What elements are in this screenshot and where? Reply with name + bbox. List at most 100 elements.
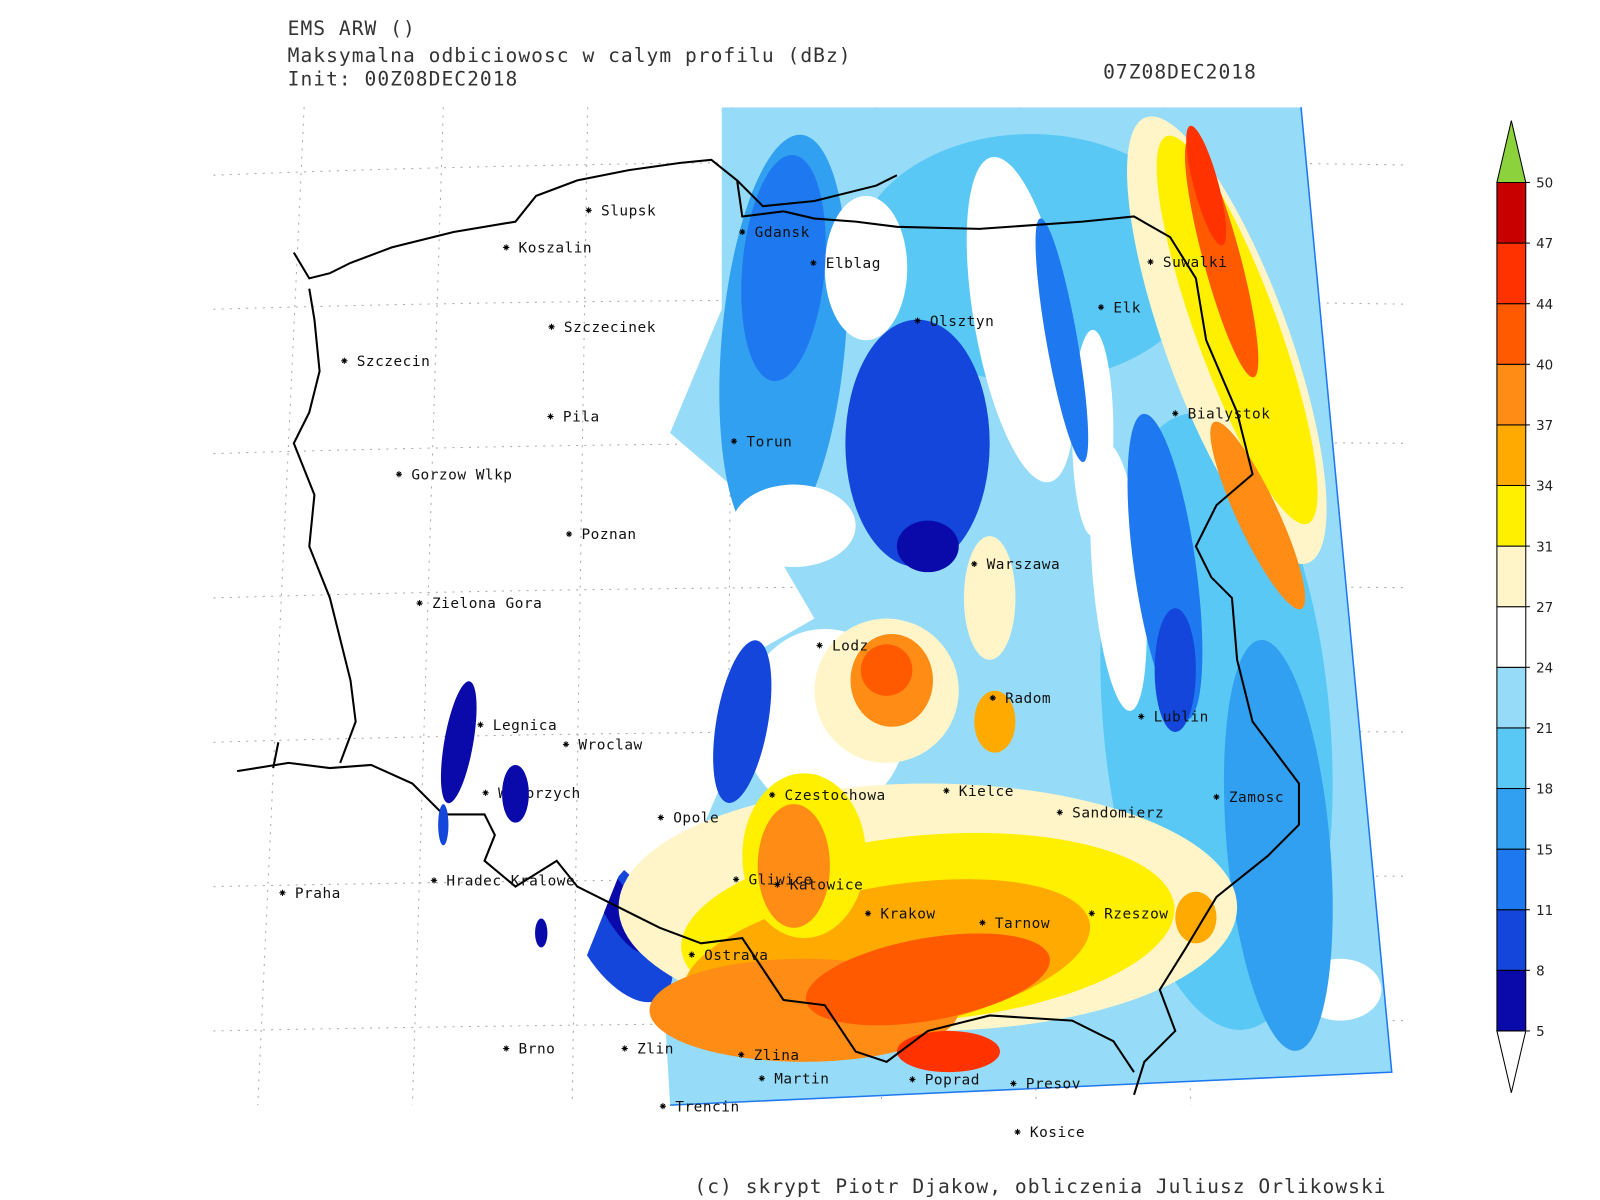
city: Kielce: [943, 784, 1013, 800]
city-name: Olsztyn: [930, 314, 994, 330]
city: Elblag: [810, 256, 881, 272]
colorbar-segment: [1496, 969, 1527, 1032]
valid-time: 07Z08DEC2018: [1103, 60, 1257, 83]
city-name: Koszalin: [519, 241, 593, 257]
city: Presov: [1010, 1077, 1081, 1093]
city-name: Trencin: [675, 1099, 739, 1115]
city-marker: [395, 471, 403, 478]
city: Katowice: [774, 878, 863, 894]
city-marker: [430, 877, 438, 884]
colorbar-segment: [1496, 242, 1527, 305]
city-marker: [565, 530, 573, 538]
city-marker: [503, 1045, 510, 1052]
echo-blob: [1175, 891, 1217, 944]
city-marker: [730, 438, 738, 445]
city-name: Zlina: [754, 1048, 800, 1064]
city-marker: [657, 814, 664, 821]
colorbar-over: [1496, 120, 1527, 183]
echo-blob: [963, 536, 1016, 660]
colorbar-segment: [1496, 424, 1527, 487]
echo-blob: [438, 804, 449, 846]
colorbar-segment: [1496, 848, 1527, 911]
echo-blob: [896, 1030, 1000, 1073]
colorbar-label: 47: [1536, 237, 1553, 252]
city-name: Szczecinek: [564, 320, 656, 336]
city: Zlin: [621, 1042, 674, 1058]
echo-blob: [535, 918, 548, 948]
colorbar-label: 5: [1536, 1025, 1545, 1040]
colorbar-segment: [1496, 666, 1527, 729]
echo-blob: [731, 484, 856, 568]
city-name: Poznan: [581, 527, 636, 543]
city-marker: [482, 789, 489, 796]
city-name: Tarnow: [995, 916, 1050, 932]
city-marker: [1010, 1080, 1017, 1087]
city-marker: [989, 694, 996, 702]
city-marker: [732, 876, 740, 883]
echo-blob: [502, 764, 529, 823]
echo-blob: [860, 644, 913, 696]
echo-blob: [713, 640, 772, 803]
city: Slupsk: [585, 203, 656, 219]
city-name: Katowice: [790, 878, 864, 894]
city: Zamosc: [1213, 790, 1284, 806]
city-marker: [547, 413, 554, 420]
city-marker: [739, 228, 746, 236]
city-name: Szczecin: [357, 354, 431, 370]
credits: (c) skrypt Piotr Djakow, obliczenia Juli…: [694, 1175, 1386, 1198]
city-marker: [738, 1051, 745, 1058]
city-marker: [659, 1103, 666, 1110]
city-name: Poprad: [925, 1073, 980, 1089]
echo-blob: [1154, 608, 1196, 732]
city-marker: [548, 323, 555, 330]
city-name: Legnica: [493, 718, 557, 734]
city-marker: [341, 357, 348, 364]
city-name: Bialystok: [1188, 407, 1271, 423]
colorbar-label: 31: [1536, 540, 1553, 555]
city-name: Zlin: [637, 1042, 674, 1058]
city-marker: [979, 919, 986, 926]
city: Gdansk: [739, 225, 809, 241]
city-name: Lodz: [832, 639, 869, 655]
city: Olsztyn: [914, 314, 994, 330]
city-marker: [621, 1045, 628, 1052]
city-name: Elk: [1113, 300, 1141, 316]
city-marker: [1172, 410, 1179, 417]
city-marker: [688, 951, 695, 958]
city: Gliwice: [732, 873, 812, 889]
city-marker: [477, 721, 484, 728]
colorbar-label: 34: [1536, 480, 1553, 495]
city: Praha: [279, 886, 340, 902]
city: Bialystok: [1172, 407, 1270, 423]
echo-blob: [805, 933, 1050, 1026]
echo-blob: [1186, 125, 1227, 246]
echo-blob: [974, 690, 1016, 753]
echo-blob: [440, 681, 477, 804]
city-marker: [1213, 793, 1220, 800]
city-name: Elblag: [826, 256, 881, 272]
city-name: Krakow: [880, 907, 935, 923]
city-name: Warszawa: [987, 557, 1061, 573]
city: Warszawa: [971, 557, 1060, 573]
city: Sandomierz: [1056, 806, 1164, 822]
city-marker: [1147, 258, 1154, 265]
city-name: Martin: [774, 1072, 829, 1088]
city-marker: [971, 560, 978, 568]
init-time: Init: 00Z08DEC2018: [288, 68, 519, 91]
city: Zielona Gora: [416, 596, 542, 612]
city: Szczecinek: [548, 320, 655, 336]
colorbar-label: 24: [1536, 661, 1553, 676]
city: Koszalin: [503, 241, 592, 257]
city-name: Praha: [295, 886, 341, 902]
city-marker: [816, 642, 823, 649]
colorbar-label: 27: [1536, 601, 1553, 616]
colorbar-label: 18: [1536, 783, 1553, 798]
city-name: Lublin: [1154, 710, 1209, 726]
city-name: Gorzow Wlkp: [411, 467, 512, 483]
city-name: Presov: [1026, 1077, 1081, 1093]
colorbar-segment: [1496, 484, 1527, 547]
field-title: Maksymalna odbiciowosc w calym profilu (…: [288, 44, 852, 67]
colorbar-label: 44: [1536, 298, 1553, 313]
city-name: Kosice: [1030, 1125, 1085, 1141]
